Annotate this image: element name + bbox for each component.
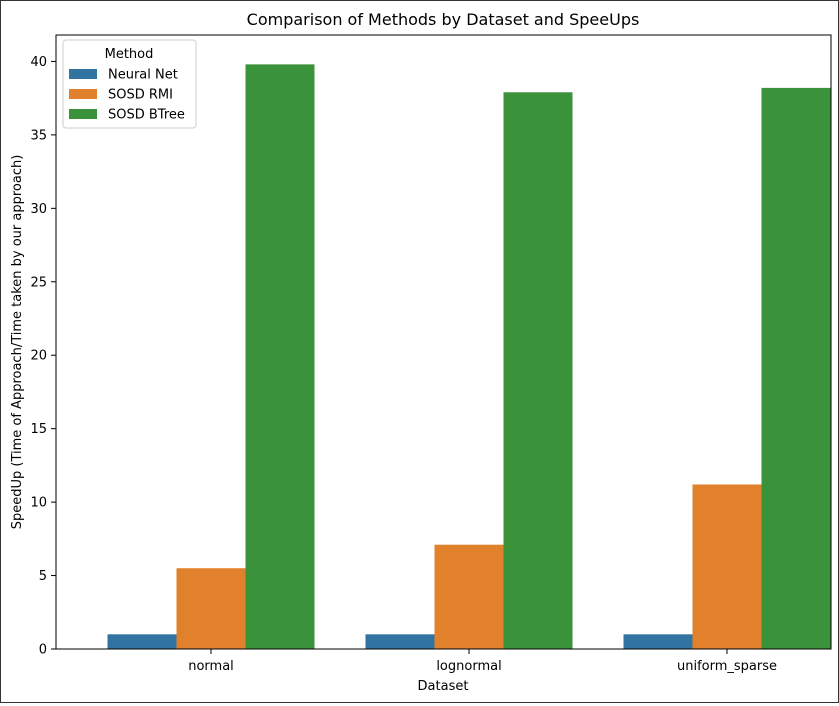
bar-sosd-rmi-normal bbox=[176, 568, 246, 649]
legend-title: Method bbox=[105, 47, 154, 62]
legend-label: SOSD RMI bbox=[108, 88, 173, 103]
y-tick-label: 10 bbox=[30, 496, 47, 511]
bar-sosd-btree-normal bbox=[245, 64, 315, 649]
bar-sosd-rmi-lognormal bbox=[434, 544, 504, 649]
y-tick-label: 15 bbox=[30, 422, 47, 437]
legend-items: Neural Net SOSD RMI SOSD BTree bbox=[69, 68, 185, 123]
y-tick-label: 5 bbox=[39, 569, 47, 584]
bar-sosd-rmi-uniform-sparse bbox=[692, 484, 762, 649]
y-axis-label: SpeedUp (Time of Approach/Time taken by … bbox=[10, 155, 25, 530]
bar-sosd-btree-uniform-sparse bbox=[761, 87, 831, 650]
x-axis: normal lognormal uniform_sparse bbox=[188, 649, 777, 674]
y-tick-label: 0 bbox=[39, 643, 47, 658]
chart-title: Comparison of Methods by Dataset and Spe… bbox=[247, 10, 640, 29]
bar-neural-net-lognormal bbox=[365, 634, 435, 649]
x-tick-label: lognormal bbox=[436, 659, 501, 674]
bar-neural-net-uniform-sparse bbox=[623, 634, 693, 649]
legend-swatch bbox=[69, 89, 97, 99]
bar-neural-net-normal bbox=[107, 634, 177, 649]
legend: Method Neural Net SOSD RMI SOSD BTree bbox=[62, 39, 197, 129]
legend-label: Neural Net bbox=[108, 68, 178, 83]
x-axis-label: Dataset bbox=[418, 679, 469, 694]
y-tick-label: 35 bbox=[30, 128, 47, 143]
legend-frame bbox=[62, 39, 197, 129]
y-tick-label: 25 bbox=[30, 275, 47, 290]
legend-label: SOSD BTree bbox=[108, 108, 185, 123]
y-tick-label: 20 bbox=[30, 349, 47, 364]
bar-sosd-btree-lognormal bbox=[503, 92, 573, 649]
legend-swatch bbox=[69, 109, 97, 119]
y-tick-label: 40 bbox=[30, 55, 47, 70]
y-tick-label: 30 bbox=[30, 202, 47, 217]
x-tick-label: uniform_sparse bbox=[677, 659, 777, 674]
y-axis: 0 5 10 15 20 25 30 35 40 bbox=[30, 55, 56, 658]
plot-frame bbox=[55, 34, 832, 650]
bars-layer bbox=[107, 64, 831, 650]
x-tick-label: normal bbox=[188, 659, 234, 674]
legend-swatch bbox=[69, 69, 97, 79]
